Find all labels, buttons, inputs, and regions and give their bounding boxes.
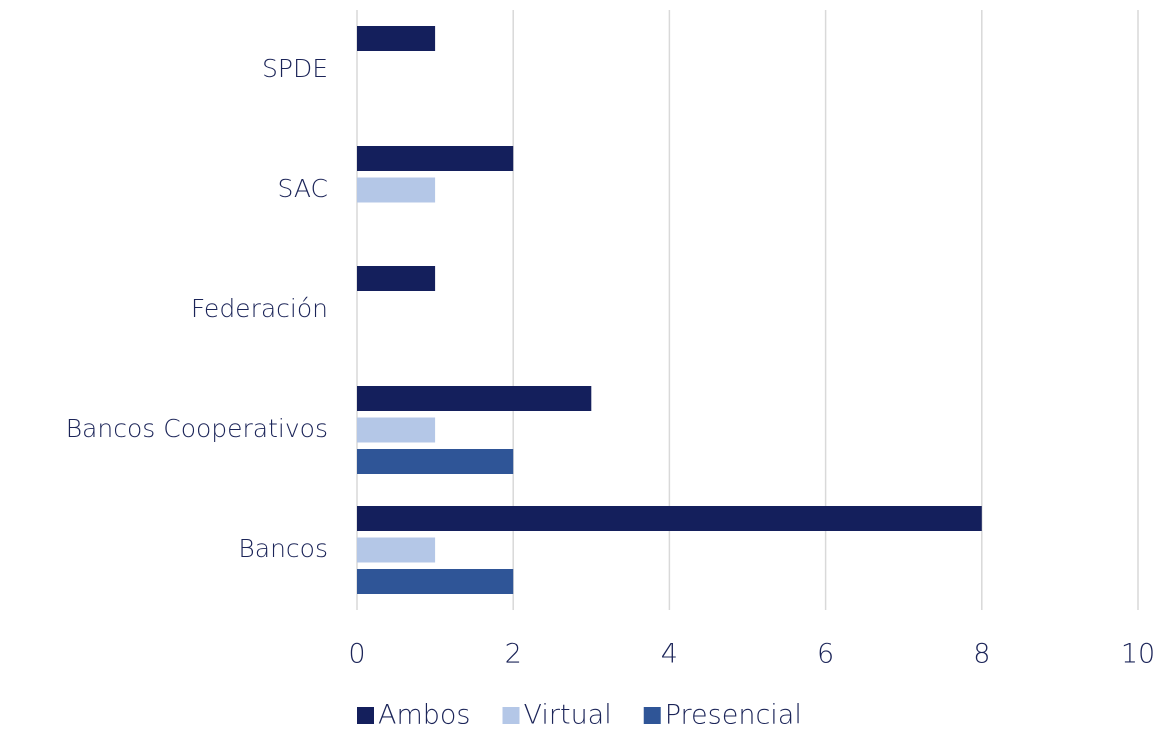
y-tick-label: Federación: [191, 294, 328, 323]
x-tick-label: 10: [1121, 639, 1155, 670]
legend-label: Ambos: [378, 700, 471, 730]
x-tick-label: 8: [973, 639, 990, 670]
legend-swatch: [644, 707, 661, 724]
bar: [357, 538, 435, 563]
legend-swatch: [503, 707, 520, 724]
bar: [357, 26, 435, 51]
y-tick-label: SPDE: [262, 54, 328, 83]
bar: [357, 506, 982, 531]
x-tick-label: 0: [348, 639, 365, 670]
bar: [357, 266, 435, 291]
chart: 0 2 4 6 8 10 SPDE SAC Federación Bancos Cooperati…: [0, 0, 1159, 730]
y-tick-label: Bancos Cooperativos: [66, 414, 328, 443]
legend-label: Presencial: [665, 700, 802, 730]
bar: [357, 178, 435, 203]
legend-label: Virtual: [524, 700, 612, 730]
y-tick-label: SAC: [278, 174, 328, 203]
bar: [357, 386, 591, 411]
bar: [357, 146, 513, 171]
bar: [357, 449, 513, 474]
bar: [357, 569, 513, 594]
bar: [357, 418, 435, 443]
y-tick-label: Bancos: [238, 534, 328, 563]
x-tick-label: 2: [505, 639, 522, 670]
legend-swatch: [357, 707, 374, 724]
x-tick-label: 6: [817, 639, 834, 670]
x-tick-label: 4: [661, 639, 678, 670]
